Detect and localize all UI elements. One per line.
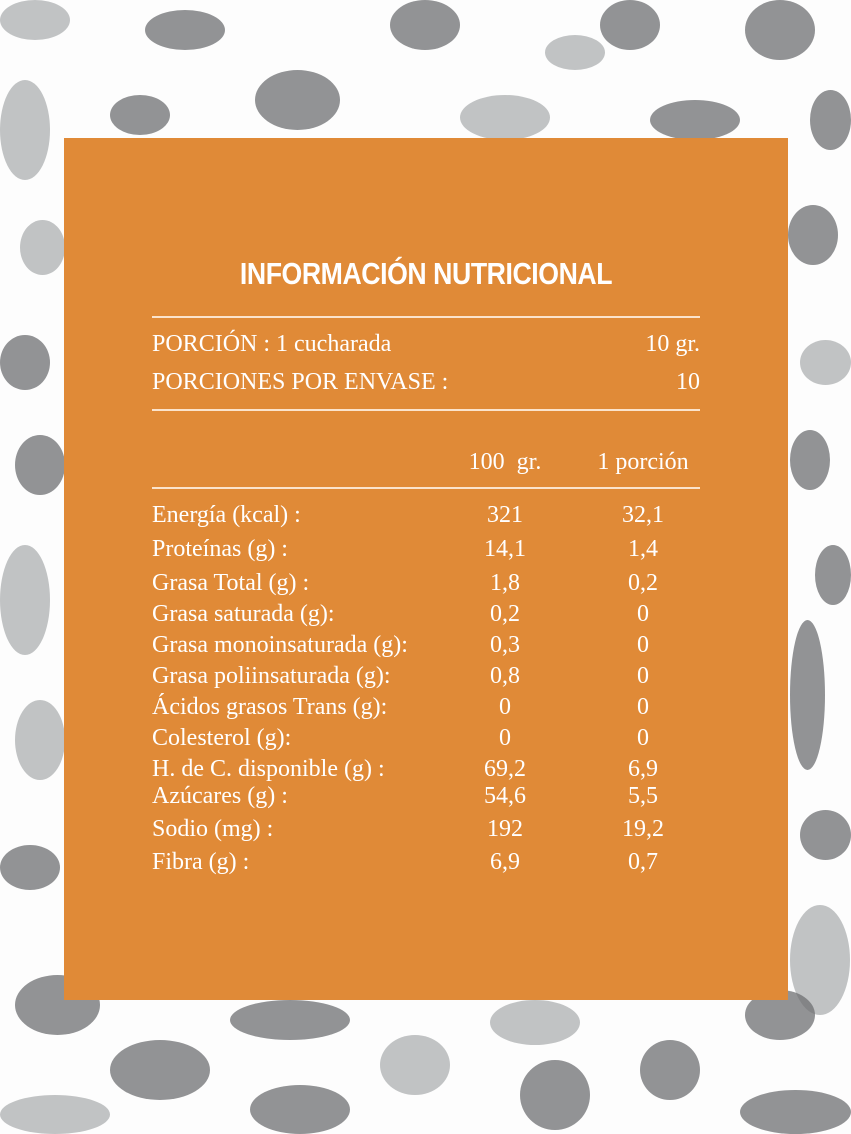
- value-per-portion: 0,2: [628, 570, 658, 596]
- food-sketch-icon: [650, 100, 740, 140]
- value-per-portion: 0: [637, 632, 649, 658]
- food-sketch-icon: [800, 810, 851, 860]
- food-sketch-icon: [745, 0, 815, 60]
- nutrition-panel: INFORMACIÓN NUTRICIONAL PORCIÓN : 1 cuch…: [64, 138, 788, 1000]
- food-sketch-icon: [460, 95, 550, 140]
- food-sketch-icon: [788, 205, 838, 265]
- value-per-100g: 14,1: [484, 536, 526, 562]
- value-per-portion: 0: [637, 663, 649, 689]
- value-per-100g: 0,3: [490, 632, 520, 658]
- nutrient-label: Grasa saturada (g):: [152, 601, 335, 627]
- value-per-portion: 0,7: [628, 849, 658, 875]
- divider: [152, 487, 700, 489]
- divider: [152, 316, 700, 318]
- nutrient-label: Grasa monoinsaturada (g):: [152, 632, 408, 658]
- nutrient-label: Sodio (mg) :: [152, 816, 274, 842]
- nutrient-label: Colesterol (g):: [152, 725, 292, 751]
- food-sketch-icon: [790, 430, 830, 490]
- nutrient-label: H. de C. disponible (g) :: [152, 756, 385, 782]
- food-sketch-icon: [110, 95, 170, 135]
- value-per-portion: 1,4: [628, 536, 658, 562]
- value-per-100g: 6,9: [490, 849, 520, 875]
- value-per-portion: 32,1: [622, 502, 664, 528]
- food-sketch-icon: [600, 0, 660, 50]
- food-sketch-icon: [0, 845, 60, 890]
- food-sketch-icon: [390, 0, 460, 50]
- value-per-portion: 19,2: [622, 816, 664, 842]
- value-per-100g: 69,2: [484, 756, 526, 782]
- value-per-100g: 54,6: [484, 783, 526, 809]
- value-per-portion: 0: [637, 694, 649, 720]
- food-sketch-icon: [490, 1000, 580, 1045]
- food-sketch-icon: [15, 435, 65, 495]
- value-per-portion: 6,9: [628, 756, 658, 782]
- value-per-100g: 0,8: [490, 663, 520, 689]
- value-per-100g: 1,8: [490, 570, 520, 596]
- food-sketch-icon: [0, 335, 50, 390]
- food-sketch-icon: [255, 70, 340, 130]
- value-per-portion: 0: [637, 601, 649, 627]
- food-sketch-icon: [640, 1040, 700, 1100]
- food-sketch-icon: [790, 620, 825, 770]
- food-sketch-icon: [0, 0, 70, 40]
- food-sketch-icon: [520, 1060, 590, 1130]
- column-header-portion: 1 porción: [597, 449, 689, 475]
- food-sketch-icon: [740, 1090, 851, 1134]
- serving-value: 10 gr.: [645, 331, 700, 357]
- divider: [152, 409, 700, 411]
- value-per-100g: 321: [487, 502, 523, 528]
- nutrient-label: Azúcares (g) :: [152, 783, 288, 809]
- food-sketch-icon: [0, 545, 50, 655]
- food-sketch-icon: [230, 1000, 350, 1040]
- food-sketch-icon: [20, 220, 65, 275]
- servings-per-container-value: 10: [676, 369, 700, 395]
- food-sketch-icon: [250, 1085, 350, 1134]
- food-sketch-icon: [380, 1035, 450, 1095]
- value-per-100g: 0: [499, 694, 511, 720]
- value-per-100g: 0,2: [490, 601, 520, 627]
- column-header-100g: 100 gr.: [468, 449, 542, 475]
- value-per-portion: 0: [637, 725, 649, 751]
- food-sketch-icon: [810, 90, 851, 150]
- food-sketch-icon: [110, 1040, 210, 1100]
- food-sketch-icon: [0, 80, 50, 180]
- nutrient-label: Proteínas (g) :: [152, 536, 288, 562]
- page-title: INFORMACIÓN NUTRICIONAL: [239, 256, 613, 291]
- value-per-100g: 192: [487, 816, 523, 842]
- food-sketch-icon: [545, 35, 605, 70]
- value-per-portion: 5,5: [628, 783, 658, 809]
- food-sketch-icon: [15, 700, 65, 780]
- nutrient-label: Fibra (g) :: [152, 849, 250, 875]
- food-sketch-icon: [800, 340, 851, 385]
- nutrient-label: Ácidos grasos Trans (g):: [152, 694, 388, 720]
- serving-label: PORCIÓN : 1 cucharada: [152, 331, 392, 357]
- food-sketch-icon: [145, 10, 225, 50]
- nutrient-label: Grasa poliinsaturada (g):: [152, 663, 391, 689]
- food-sketch-icon: [815, 545, 851, 605]
- nutrient-label: Energía (kcal) :: [152, 502, 301, 528]
- nutrient-label: Grasa Total (g) :: [152, 570, 310, 596]
- servings-per-container-label: PORCIONES POR ENVASE :: [152, 369, 449, 395]
- value-per-100g: 0: [499, 725, 511, 751]
- food-sketch-icon: [0, 1095, 110, 1134]
